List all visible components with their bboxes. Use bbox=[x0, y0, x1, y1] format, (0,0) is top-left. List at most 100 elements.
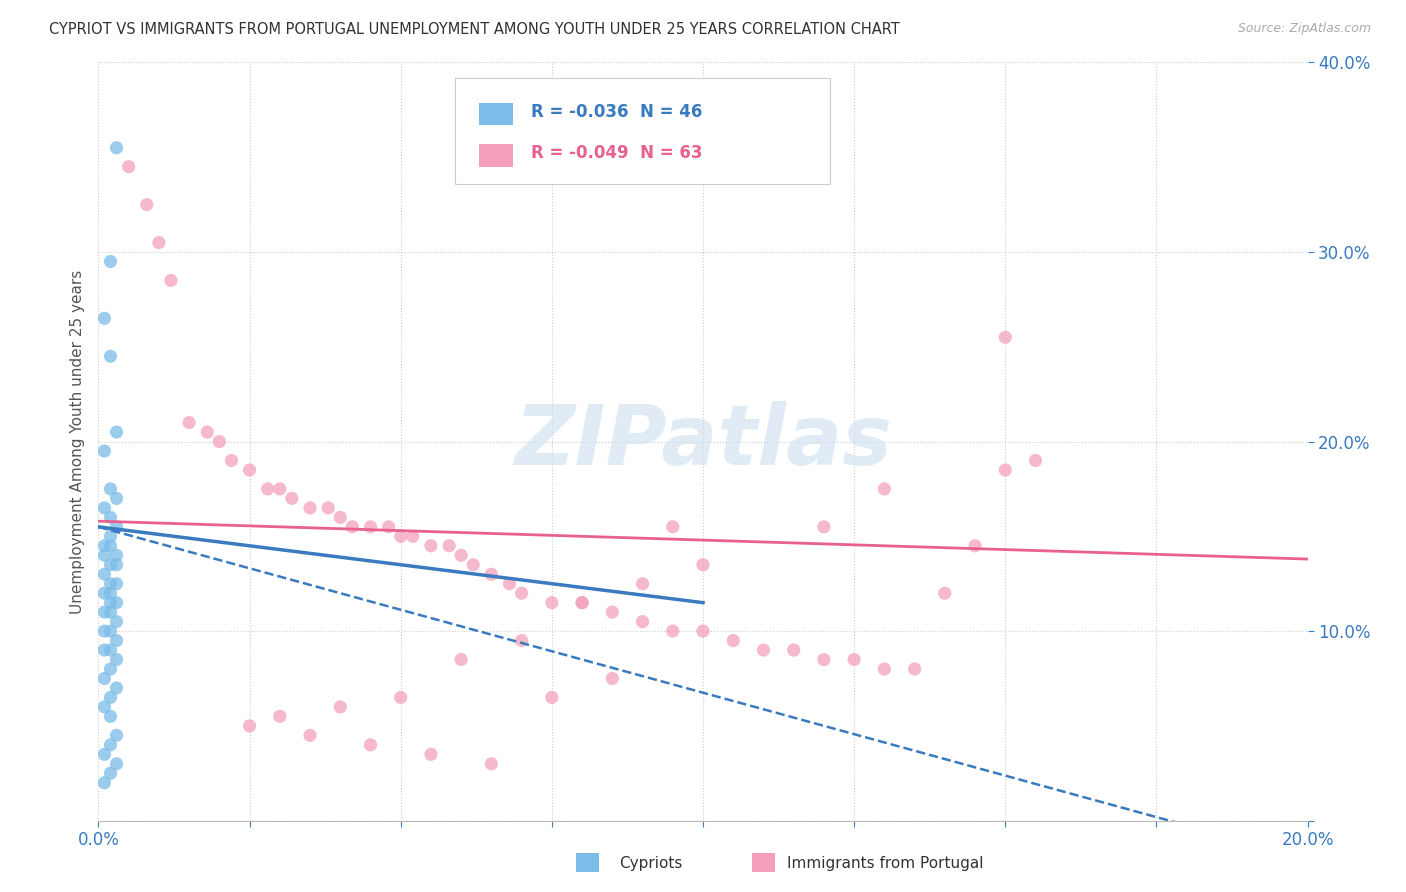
Point bbox=[100, 586, 122, 600]
Point bbox=[179, 416, 201, 430]
Point bbox=[93, 567, 115, 582]
Point bbox=[105, 615, 128, 629]
Point bbox=[510, 633, 533, 648]
Point bbox=[873, 482, 896, 496]
FancyBboxPatch shape bbox=[479, 145, 513, 167]
Point bbox=[105, 756, 128, 771]
Point bbox=[93, 444, 115, 458]
Point bbox=[105, 681, 128, 695]
Point bbox=[93, 605, 115, 619]
Point bbox=[239, 463, 262, 477]
Point bbox=[481, 567, 503, 582]
Text: ZIPatlas: ZIPatlas bbox=[515, 401, 891, 482]
Point bbox=[93, 643, 115, 657]
Point bbox=[105, 548, 128, 563]
Point bbox=[100, 254, 122, 268]
Point bbox=[100, 643, 122, 657]
Point bbox=[994, 463, 1017, 477]
Y-axis label: Unemployment Among Youth under 25 years: Unemployment Among Youth under 25 years bbox=[69, 269, 84, 614]
Point bbox=[269, 709, 291, 723]
Point bbox=[148, 235, 170, 250]
Point bbox=[934, 586, 956, 600]
Point bbox=[100, 529, 122, 543]
Point bbox=[105, 520, 128, 534]
Bar bbox=[752, 853, 775, 872]
Point bbox=[329, 699, 352, 714]
Point bbox=[463, 558, 485, 572]
Point bbox=[100, 576, 122, 591]
Point bbox=[100, 539, 122, 553]
Point bbox=[342, 520, 364, 534]
Point bbox=[450, 548, 472, 563]
Point bbox=[195, 425, 218, 439]
Point bbox=[208, 434, 231, 449]
Point bbox=[377, 520, 399, 534]
Point bbox=[100, 624, 122, 639]
Point bbox=[389, 690, 412, 705]
Point bbox=[904, 662, 927, 676]
Point bbox=[316, 500, 339, 515]
Point bbox=[100, 709, 122, 723]
Point bbox=[481, 756, 503, 771]
Point bbox=[105, 425, 128, 439]
Text: R = -0.036  N = 46: R = -0.036 N = 46 bbox=[531, 103, 703, 120]
Point bbox=[692, 558, 714, 572]
Point bbox=[105, 558, 128, 572]
Text: Immigrants from Portugal: Immigrants from Portugal bbox=[787, 856, 984, 871]
Point bbox=[450, 652, 472, 666]
Point bbox=[752, 643, 775, 657]
Point bbox=[510, 586, 533, 600]
Point bbox=[105, 652, 128, 666]
Point bbox=[105, 491, 128, 506]
Point bbox=[571, 596, 593, 610]
FancyBboxPatch shape bbox=[456, 78, 830, 184]
Point bbox=[540, 690, 562, 705]
Point bbox=[100, 558, 122, 572]
Point bbox=[360, 520, 382, 534]
Point bbox=[540, 596, 562, 610]
Point bbox=[239, 719, 262, 733]
Point bbox=[100, 482, 122, 496]
Point bbox=[100, 596, 122, 610]
Point bbox=[437, 539, 460, 553]
Point bbox=[100, 662, 122, 676]
Text: Source: ZipAtlas.com: Source: ZipAtlas.com bbox=[1237, 22, 1371, 36]
Point bbox=[602, 672, 624, 686]
Point bbox=[93, 586, 115, 600]
Point bbox=[661, 520, 683, 534]
Point bbox=[965, 539, 987, 553]
Point bbox=[329, 510, 352, 524]
Point bbox=[389, 529, 412, 543]
Point bbox=[402, 529, 425, 543]
Point bbox=[256, 482, 278, 496]
Point bbox=[100, 510, 122, 524]
Point bbox=[105, 596, 128, 610]
Point bbox=[221, 453, 243, 467]
Point bbox=[661, 624, 683, 639]
Point bbox=[100, 605, 122, 619]
Point bbox=[631, 615, 654, 629]
Point bbox=[813, 520, 835, 534]
Text: CYPRIOT VS IMMIGRANTS FROM PORTUGAL UNEMPLOYMENT AMONG YOUTH UNDER 25 YEARS CORR: CYPRIOT VS IMMIGRANTS FROM PORTUGAL UNEM… bbox=[49, 22, 900, 37]
Point bbox=[844, 652, 866, 666]
Point bbox=[105, 141, 128, 155]
Point bbox=[93, 776, 115, 790]
Point bbox=[105, 728, 128, 742]
Point bbox=[299, 500, 322, 515]
Point bbox=[118, 160, 141, 174]
Point bbox=[100, 690, 122, 705]
FancyBboxPatch shape bbox=[479, 103, 513, 126]
Point bbox=[93, 672, 115, 686]
Point bbox=[105, 576, 128, 591]
Point bbox=[873, 662, 896, 676]
Point bbox=[100, 766, 122, 780]
Point bbox=[135, 197, 157, 211]
Point bbox=[93, 500, 115, 515]
Point bbox=[420, 539, 443, 553]
Point bbox=[783, 643, 806, 657]
Point bbox=[631, 576, 654, 591]
Point bbox=[571, 596, 593, 610]
Point bbox=[299, 728, 322, 742]
Point bbox=[93, 548, 115, 563]
Point bbox=[994, 330, 1017, 344]
